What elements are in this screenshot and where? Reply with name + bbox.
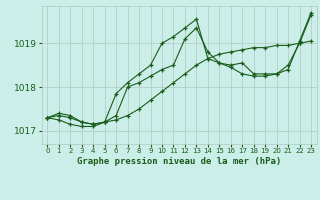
X-axis label: Graphe pression niveau de la mer (hPa): Graphe pression niveau de la mer (hPa) <box>77 157 281 166</box>
